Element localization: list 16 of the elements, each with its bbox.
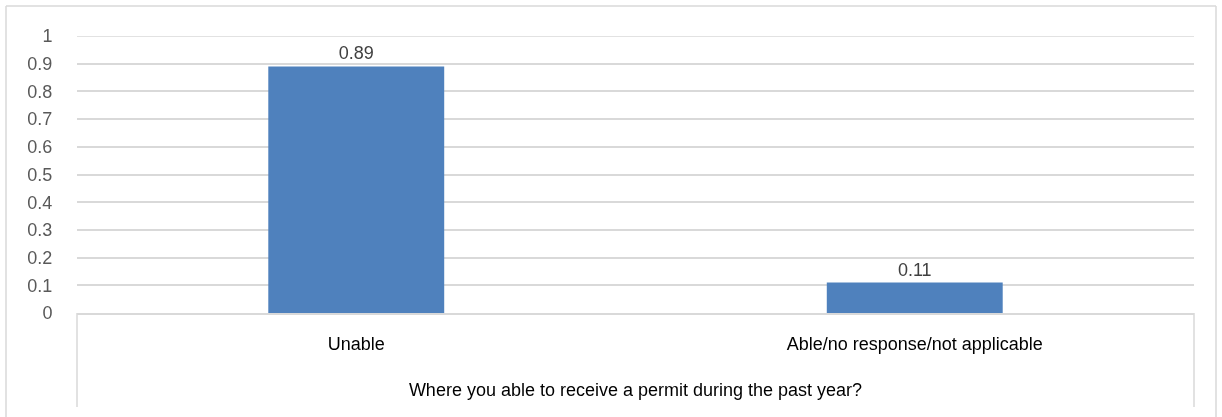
y-tick-label: 0.7 [27, 109, 53, 130]
data-label: 0.89 [338, 43, 374, 64]
y-tick-label: 0.8 [27, 81, 53, 102]
y-tick-label: 0.1 [27, 275, 53, 296]
x-tick-label: Unable [327, 334, 385, 355]
y-tick-label: 0.9 [27, 54, 53, 74]
data-label: 0.11 [897, 259, 932, 280]
x-axis-title: Where you able to receive a permit during the past year? [408, 379, 863, 400]
x-tick-label: Able/no response/not applicable [786, 334, 1043, 355]
y-tick-label: 0.2 [27, 247, 53, 268]
y-tick-label: 1 [42, 26, 53, 47]
y-tick-label: 0.3 [27, 220, 53, 241]
y-tick-label: 0.5 [27, 164, 53, 185]
y-tick-label: 0 [42, 303, 53, 324]
y-tick-label: 0.4 [27, 192, 53, 213]
y-tick-label: 0.6 [27, 137, 53, 158]
